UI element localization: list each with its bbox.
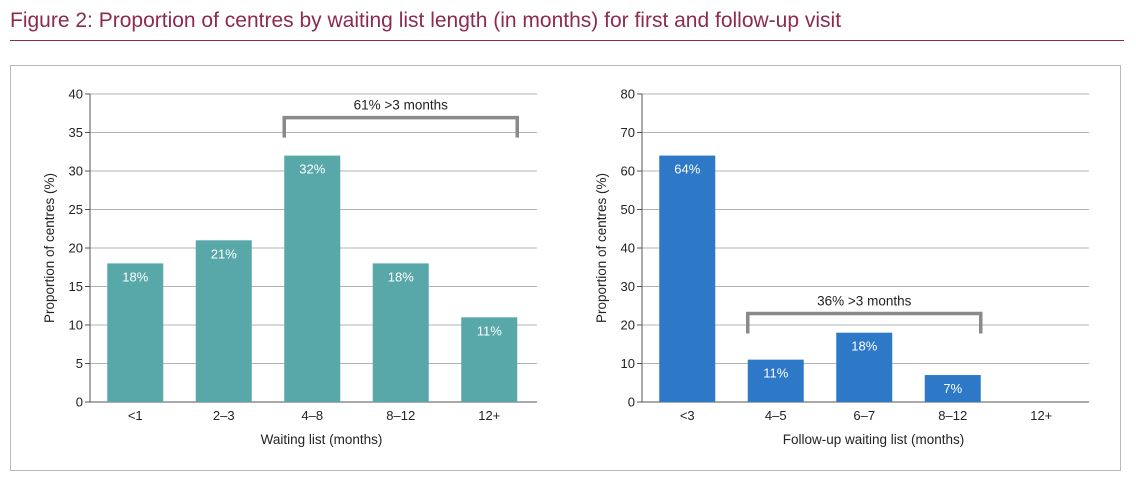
left-y-tick-label: 30 [69,164,83,179]
right-y-tick-label: 0 [628,395,635,410]
left-data-label: 18% [388,269,414,284]
right-bar [659,155,716,402]
left-bar [195,240,252,402]
left-x-axis-label: Waiting list (months) [261,432,383,447]
left-x-tick-label: <1 [128,408,143,423]
left-bar [284,155,341,402]
right-x-tick-label: 12+ [1030,408,1052,423]
right-bar [836,332,893,402]
right-y-tick-label: 30 [621,279,635,294]
left-data-label: 18% [122,269,148,284]
left-y-tick-label: 20 [69,241,83,256]
left-bar [372,263,429,402]
right-data-label: 11% [763,366,788,381]
right-y-tick-label: 70 [621,125,635,140]
left-y-tick-label: 0 [76,395,83,410]
left-y-tick-label: 35 [69,125,83,140]
left-x-tick-label: 12+ [478,408,500,423]
right-x-tick-label: <3 [680,408,695,423]
left-x-tick-label: 8–12 [386,408,415,423]
left-bracket-label: 61% >3 months [354,98,448,113]
right-y-tick-label: 20 [621,318,635,333]
right-y-tick-label: 60 [621,164,635,179]
right-y-tick-label: 40 [621,241,635,256]
right-data-label: 64% [674,162,700,177]
right-x-tick-label: 6–7 [853,408,875,423]
left-x-tick-label: 4–8 [301,408,323,423]
left-y-axis-label: Proportion of centres (%) [42,173,57,323]
right-y-tick-label: 10 [621,356,635,371]
figure-title: Figure 2: Proportion of centres by waiti… [10,9,842,32]
left-bracket [282,115,519,138]
left-y-tick-label: 40 [69,87,83,102]
left-data-label: 32% [299,162,325,177]
right-data-label: 7% [943,381,962,396]
right-bar [924,375,981,402]
left-y-tick-label: 10 [69,318,83,333]
right-y-tick-label: 80 [621,87,635,102]
right-data-label: 18% [851,339,877,354]
right-x-tick-label: 8–12 [938,408,967,423]
right-y-axis-label: Proportion of centres (%) [594,173,609,323]
left-data-label: 21% [211,246,237,261]
left-y-tick-label: 5 [76,356,83,371]
right-bar [747,359,804,402]
left-data-label: 11% [477,323,502,338]
title-rule [10,40,1124,41]
right-x-tick-label: 4–5 [765,408,787,423]
left-bar [461,317,518,402]
right-bracket-label: 36% >3 months [817,293,911,308]
left-bar [107,263,164,402]
left-y-tick-label: 25 [69,202,83,217]
right-y-tick-label: 50 [621,202,635,217]
right-bracket [746,311,983,334]
left-y-tick-label: 15 [69,279,83,294]
right-x-axis-label: Follow-up waiting list (months) [783,432,965,447]
left-x-tick-label: 2–3 [213,408,235,423]
chart-panel [10,65,1121,471]
